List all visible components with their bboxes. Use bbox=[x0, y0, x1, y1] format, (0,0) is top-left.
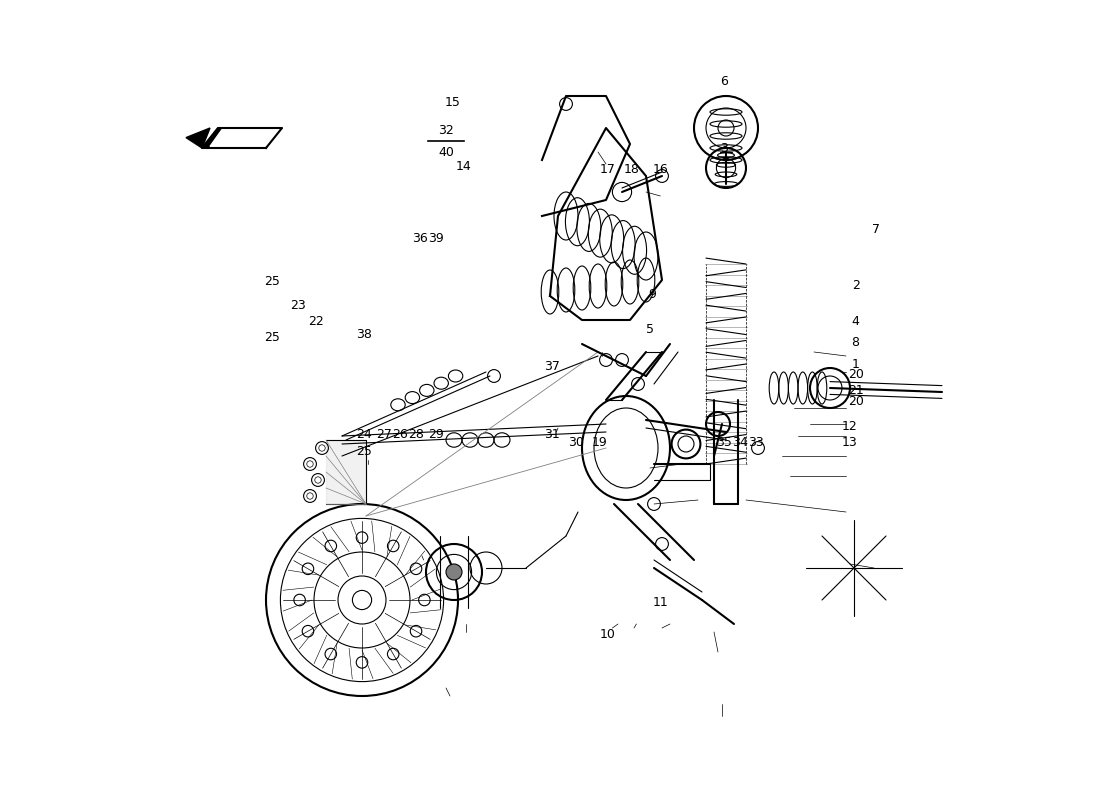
Text: 21: 21 bbox=[848, 384, 864, 397]
Polygon shape bbox=[186, 128, 210, 148]
Text: 25: 25 bbox=[264, 275, 279, 288]
Polygon shape bbox=[202, 128, 282, 148]
Text: 31: 31 bbox=[543, 428, 560, 441]
Text: 20: 20 bbox=[848, 395, 864, 408]
Polygon shape bbox=[542, 96, 630, 216]
Text: 11: 11 bbox=[652, 596, 669, 609]
Circle shape bbox=[446, 564, 462, 580]
Text: 4: 4 bbox=[851, 315, 859, 328]
Polygon shape bbox=[326, 440, 366, 504]
Text: 40: 40 bbox=[438, 146, 454, 158]
Text: 28: 28 bbox=[408, 428, 424, 441]
Text: 12: 12 bbox=[843, 420, 858, 433]
Text: 39: 39 bbox=[429, 232, 444, 245]
Text: 34: 34 bbox=[733, 436, 748, 449]
Text: 18: 18 bbox=[624, 163, 639, 176]
Text: 22: 22 bbox=[308, 315, 324, 328]
Text: 13: 13 bbox=[843, 436, 858, 449]
Text: 15: 15 bbox=[444, 96, 460, 109]
Text: 30: 30 bbox=[568, 436, 583, 449]
Text: 27: 27 bbox=[376, 428, 392, 441]
Text: 20: 20 bbox=[848, 368, 864, 381]
Text: 33: 33 bbox=[748, 436, 764, 449]
Text: 14: 14 bbox=[455, 160, 472, 173]
Text: 32: 32 bbox=[438, 124, 454, 137]
Text: 25: 25 bbox=[264, 331, 279, 344]
Text: 23: 23 bbox=[290, 299, 306, 312]
Text: 35: 35 bbox=[716, 436, 733, 449]
Polygon shape bbox=[210, 130, 282, 146]
Text: 24: 24 bbox=[356, 428, 372, 441]
Text: 36: 36 bbox=[412, 232, 428, 245]
Text: 7: 7 bbox=[872, 223, 880, 236]
Text: 37: 37 bbox=[543, 360, 560, 373]
Text: 25: 25 bbox=[356, 446, 372, 458]
Text: 10: 10 bbox=[600, 628, 616, 641]
Text: 17: 17 bbox=[600, 163, 616, 176]
Text: 29: 29 bbox=[429, 428, 444, 441]
Text: 5: 5 bbox=[646, 323, 654, 336]
Text: 26: 26 bbox=[392, 428, 407, 441]
Text: 1: 1 bbox=[851, 358, 859, 370]
Text: 3: 3 bbox=[720, 142, 728, 154]
Text: 16: 16 bbox=[652, 163, 669, 176]
Text: 19: 19 bbox=[592, 436, 607, 449]
Text: 9: 9 bbox=[649, 288, 657, 301]
Text: 2: 2 bbox=[851, 279, 859, 292]
Text: 6: 6 bbox=[720, 75, 728, 88]
Text: 8: 8 bbox=[851, 336, 859, 349]
Polygon shape bbox=[542, 120, 670, 320]
Text: 38: 38 bbox=[356, 328, 372, 341]
